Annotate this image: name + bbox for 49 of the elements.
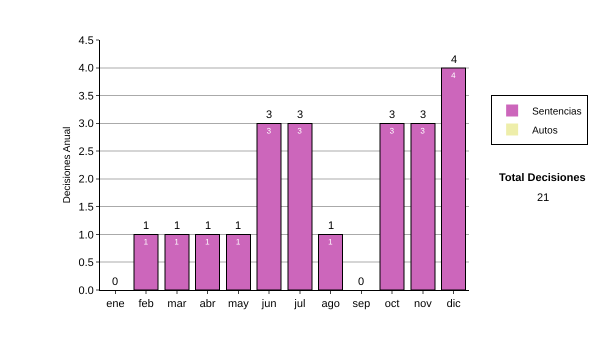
x-tick-label: dic bbox=[446, 298, 462, 310]
x-tick-label: sep bbox=[352, 298, 370, 310]
x-tick-label: ene bbox=[106, 298, 125, 310]
data-label: 1 bbox=[328, 237, 334, 246]
data-label: 1 bbox=[236, 237, 241, 246]
x-tick-label: jul bbox=[293, 298, 306, 310]
y-tick-label: 3.5 bbox=[78, 90, 94, 102]
text: 21 bbox=[537, 192, 550, 204]
total-label: 1 bbox=[235, 220, 242, 232]
y-tick-label: 0.5 bbox=[78, 257, 94, 270]
x-tick-label: may bbox=[228, 298, 250, 310]
y-tick-label: 1.5 bbox=[78, 202, 94, 214]
x-tick-label: abr bbox=[200, 298, 216, 310]
y-tick-label: 1.0 bbox=[78, 229, 94, 242]
total-label: 1 bbox=[174, 220, 180, 232]
data-label: 3 bbox=[297, 126, 302, 136]
x-tick-label: ago bbox=[321, 298, 340, 310]
x-tick-label: nov bbox=[414, 298, 432, 310]
total-label: 3 bbox=[297, 109, 304, 121]
total-label: 1 bbox=[143, 220, 150, 232]
y-axis-title: Decisiones Anual bbox=[62, 126, 73, 204]
y-tick-label: 4.5 bbox=[78, 34, 94, 47]
total-label: 0 bbox=[112, 276, 118, 288]
data-label: 4 bbox=[451, 70, 456, 80]
data-label: 1 bbox=[205, 237, 210, 246]
y-tick-label: 2.0 bbox=[78, 174, 94, 186]
data-label: 3 bbox=[420, 126, 426, 136]
y-tick-label: 0.0 bbox=[78, 284, 94, 297]
x-tick-label: jun bbox=[260, 298, 276, 310]
y-tick-label: 4.0 bbox=[78, 62, 94, 75]
total-label: 3 bbox=[266, 109, 272, 121]
total-label: 3 bbox=[420, 109, 426, 121]
data-label: 1 bbox=[144, 237, 149, 246]
total-label: 1 bbox=[328, 220, 334, 232]
data-label: 3 bbox=[390, 126, 395, 136]
total-label: 4 bbox=[451, 54, 458, 66]
legend-label: Autos bbox=[532, 125, 558, 136]
text: Total Decisiones bbox=[499, 172, 586, 184]
total-label: 0 bbox=[358, 276, 364, 288]
data-label: 1 bbox=[174, 237, 180, 246]
data-label: 3 bbox=[266, 126, 272, 136]
x-tick-label: mar bbox=[167, 298, 187, 310]
total-label: 3 bbox=[389, 109, 396, 121]
legend-label: Sentencias bbox=[532, 106, 582, 118]
y-tick-label: 3.0 bbox=[78, 118, 94, 130]
x-tick-label: oct bbox=[384, 298, 400, 310]
y-tick-label: 2.5 bbox=[78, 146, 94, 158]
total-label: 1 bbox=[205, 220, 212, 232]
x-tick-label: feb bbox=[138, 298, 154, 310]
